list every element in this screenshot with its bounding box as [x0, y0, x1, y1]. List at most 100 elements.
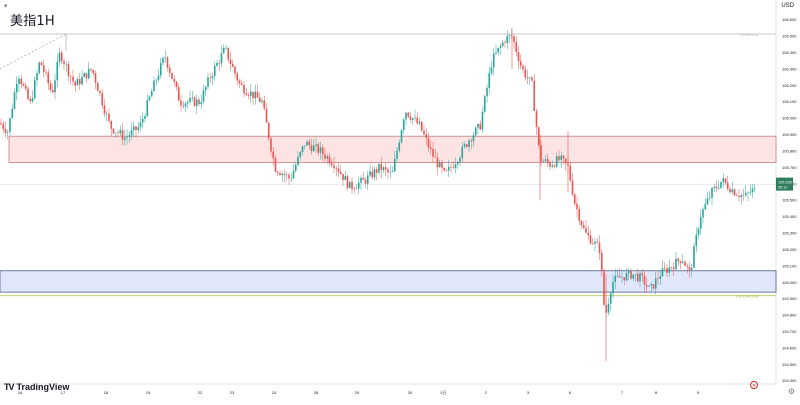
candle-body — [337, 168, 340, 173]
candle-body — [501, 42, 504, 46]
candle-body — [126, 136, 128, 138]
candle-body — [303, 145, 306, 147]
candle-body — [688, 266, 691, 270]
candle-body — [6, 131, 9, 133]
candle-body — [378, 163, 380, 173]
candle-body — [324, 154, 326, 159]
candle-body — [326, 156, 329, 159]
candle-body — [85, 73, 88, 79]
candle-body — [553, 165, 556, 167]
candle-body — [371, 171, 374, 178]
candle-body — [99, 90, 101, 94]
candle-body — [724, 178, 727, 183]
candle-body — [535, 110, 538, 128]
candle-body — [735, 195, 738, 197]
candle-body — [591, 243, 594, 245]
candle-body — [317, 144, 320, 153]
candle-body — [546, 159, 549, 163]
candle-body — [506, 36, 509, 43]
candle-body — [56, 62, 59, 81]
candle-body — [423, 130, 425, 135]
candle-body — [614, 275, 617, 282]
candle-body — [369, 171, 371, 176]
candle-body — [108, 113, 110, 122]
candle-body — [668, 267, 671, 273]
candle-body — [13, 92, 16, 109]
candle-body — [582, 225, 585, 228]
candle-body — [128, 135, 131, 137]
candle-body — [283, 173, 286, 176]
candle-body — [747, 192, 749, 194]
candle-body — [677, 258, 680, 262]
candle-body — [432, 148, 434, 157]
candle-body — [594, 241, 596, 244]
candle-body — [461, 146, 464, 158]
candle-body — [155, 79, 158, 81]
candle-body — [240, 83, 243, 86]
y-tick-label: 104.500 — [782, 362, 797, 367]
y-tick-label: 106.400 — [782, 50, 797, 55]
candle-body — [31, 98, 34, 102]
candle-body — [436, 157, 439, 168]
candle-body — [571, 180, 574, 195]
tradingview-logo[interactable]: TV TradingView — [4, 382, 69, 392]
candle-body — [353, 188, 356, 190]
resistance-zone[interactable] — [8, 135, 777, 163]
candle-body — [576, 203, 578, 210]
candle-body — [148, 96, 151, 101]
candle-body — [659, 276, 662, 279]
candle-body — [40, 62, 43, 66]
candle-body — [499, 45, 502, 48]
candle-body — [220, 53, 223, 64]
x-tick-label: 19 — [146, 390, 151, 395]
candle-body — [90, 68, 92, 70]
candle-body — [373, 169, 376, 178]
candle-body — [733, 189, 736, 196]
x-tick-label: 9 — [697, 390, 700, 395]
y-tick-label: 106.200 — [782, 83, 797, 88]
candle-body — [301, 146, 304, 152]
candle-body — [67, 63, 70, 76]
y-tick-label: 105.300 — [782, 231, 797, 236]
candle-body — [621, 277, 623, 278]
support-zone[interactable] — [0, 270, 777, 293]
candle-body — [420, 121, 423, 131]
candle-body — [387, 169, 389, 173]
chevron-down-icon[interactable]: ▾ — [4, 3, 8, 10]
candle-body — [362, 177, 365, 180]
arrow-icon[interactable]: » — [750, 381, 758, 389]
candle-body — [481, 111, 484, 130]
gear-icon[interactable]: ⚙ — [787, 387, 795, 396]
y-tick-label: 104.900 — [782, 296, 797, 301]
candle-body — [634, 273, 637, 275]
fib-trend-line[interactable] — [0, 33, 67, 70]
candle-body — [650, 284, 653, 286]
candle-body — [528, 77, 531, 79]
y-tick-label: 105.100 — [782, 263, 797, 268]
candle-body — [290, 178, 293, 179]
candle-body — [234, 66, 236, 74]
candle-body — [486, 87, 488, 97]
candle-body — [200, 102, 203, 104]
candle-body — [191, 97, 194, 98]
candle-body — [438, 162, 441, 168]
candle-body — [416, 117, 419, 124]
candle-body — [252, 91, 254, 99]
y-tick-label: 105.500 — [782, 198, 797, 203]
candle-body — [427, 138, 430, 148]
candle-body — [254, 91, 257, 99]
candle-body — [396, 150, 398, 159]
y-tick-label: 104.800 — [782, 313, 797, 318]
candle-body — [463, 144, 466, 147]
candle-body — [445, 170, 448, 171]
candle-body — [101, 93, 104, 106]
candle-body — [573, 194, 576, 204]
candle-body — [339, 172, 342, 174]
candle-body — [749, 192, 752, 193]
y-tick-label: 105.000 — [782, 280, 797, 285]
candle-body — [675, 258, 677, 270]
candle-body — [344, 176, 347, 180]
candle-body — [596, 241, 599, 243]
